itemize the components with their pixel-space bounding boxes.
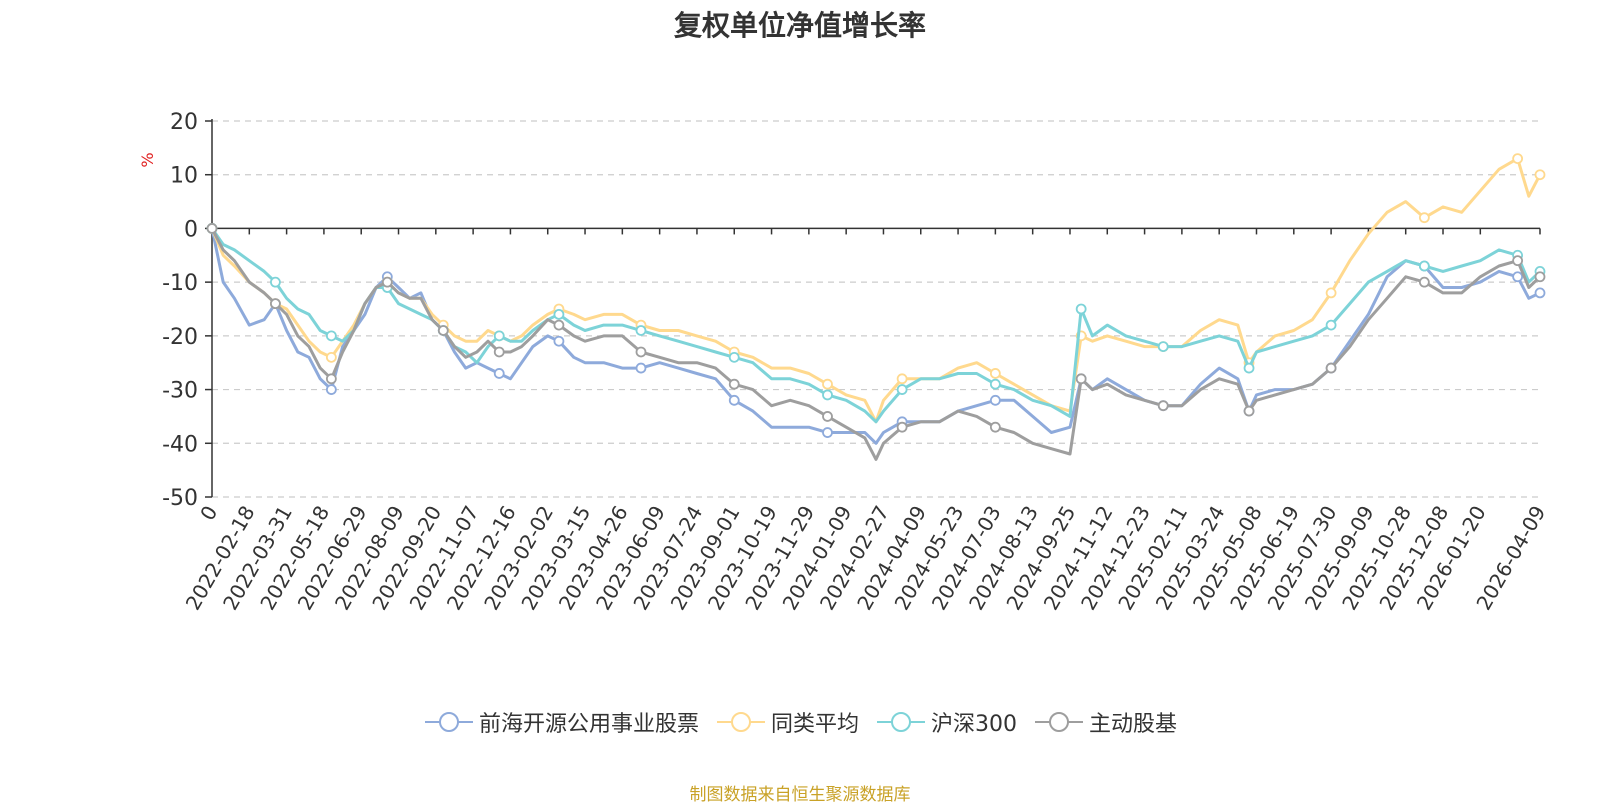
series-point <box>896 384 908 395</box>
series-line <box>210 227 1542 461</box>
series-point <box>635 325 647 336</box>
legend-item[interactable]: 主动股基 <box>1033 706 1177 738</box>
series-point <box>1075 373 1087 385</box>
legend-item[interactable]: 沪深300 <box>875 706 1017 738</box>
x-tick-label: 0 <box>195 502 222 525</box>
series-line <box>210 157 1542 424</box>
legend-line-circle-icon <box>716 712 765 732</box>
series-point <box>1534 271 1546 283</box>
series-layer <box>206 153 1546 461</box>
series-point <box>1512 255 1524 267</box>
series-group <box>206 223 1546 424</box>
series-point <box>635 346 647 358</box>
y-tick-label: 20 <box>170 110 198 135</box>
series-point <box>989 394 1001 406</box>
series-point <box>896 421 908 433</box>
series-point <box>325 351 337 363</box>
chart-title: 复权单位净值增长率 <box>673 9 926 42</box>
y-tick-label: -30 <box>162 379 198 404</box>
series-point <box>325 330 337 342</box>
series-group <box>206 153 1546 424</box>
axis-layer: 20100-10-20-30-40-5002022-02-182022-03-3… <box>162 110 1550 614</box>
y-axis-unit-label: % <box>138 152 157 167</box>
series-point <box>1534 287 1546 299</box>
series-point <box>728 394 740 406</box>
legend-line-circle-icon <box>424 712 473 732</box>
series-point <box>989 378 1001 390</box>
series-point <box>1418 260 1430 272</box>
y-tick-label: -10 <box>162 271 198 296</box>
grid-layer <box>212 120 1540 498</box>
series-point <box>1512 271 1524 283</box>
series-point <box>728 351 740 363</box>
y-tick-label: -20 <box>162 325 198 350</box>
y-tick-label: 10 <box>170 164 198 189</box>
series-group <box>206 223 1546 445</box>
series-point <box>822 411 833 422</box>
series-point <box>553 308 565 320</box>
series-point <box>1534 169 1546 181</box>
series-point <box>1157 400 1169 412</box>
source-note: 制图数据来自恒生聚源数据库 <box>689 785 911 805</box>
series-point <box>437 325 449 336</box>
legend-line-circle-icon <box>1035 712 1083 732</box>
series-point <box>1243 362 1255 374</box>
series-point <box>1512 153 1524 165</box>
series-point <box>728 378 740 390</box>
series-point <box>381 276 393 288</box>
series-line <box>210 227 1542 424</box>
series-point <box>553 335 565 347</box>
series-point <box>989 421 1001 433</box>
series-point <box>493 330 505 342</box>
series-point <box>822 427 833 438</box>
series-point <box>822 378 833 390</box>
series-point <box>270 276 281 288</box>
series-point <box>206 223 218 234</box>
series-point <box>1243 405 1255 417</box>
series-group <box>206 223 1546 461</box>
series-point <box>1325 362 1337 374</box>
series-point <box>822 389 833 401</box>
legend-line-circle-icon <box>877 712 925 732</box>
y-tick-label: -50 <box>162 486 198 511</box>
legend-item[interactable]: 前海开源公用事业股票 <box>423 706 699 738</box>
legend-label: 沪深300 <box>931 712 1017 737</box>
legend-label: 前海开源公用事业股票 <box>478 712 699 737</box>
series-point <box>325 373 337 385</box>
series-point <box>989 368 1001 379</box>
series-point <box>896 373 908 385</box>
y-tick-label: 0 <box>184 217 198 242</box>
series-point <box>325 384 337 395</box>
legend: 前海开源公用事业股票 同类平均 沪深300 主动股基 <box>0 706 1600 738</box>
legend-label: 主动股基 <box>1089 712 1178 737</box>
series-point <box>635 362 647 374</box>
series-point <box>1418 276 1430 288</box>
legend-label: 同类平均 <box>770 712 859 737</box>
series-point <box>493 368 505 379</box>
legend-item[interactable]: 同类平均 <box>715 706 859 738</box>
series-point <box>1325 319 1337 331</box>
series-point <box>270 298 281 310</box>
series-point <box>1075 303 1087 315</box>
series-point <box>1418 212 1430 224</box>
series-point <box>1325 287 1337 299</box>
series-point <box>553 319 565 331</box>
series-line <box>210 228 1541 445</box>
y-tick-label: -40 <box>162 432 198 457</box>
series-point <box>493 346 505 358</box>
series-point <box>1157 341 1169 353</box>
